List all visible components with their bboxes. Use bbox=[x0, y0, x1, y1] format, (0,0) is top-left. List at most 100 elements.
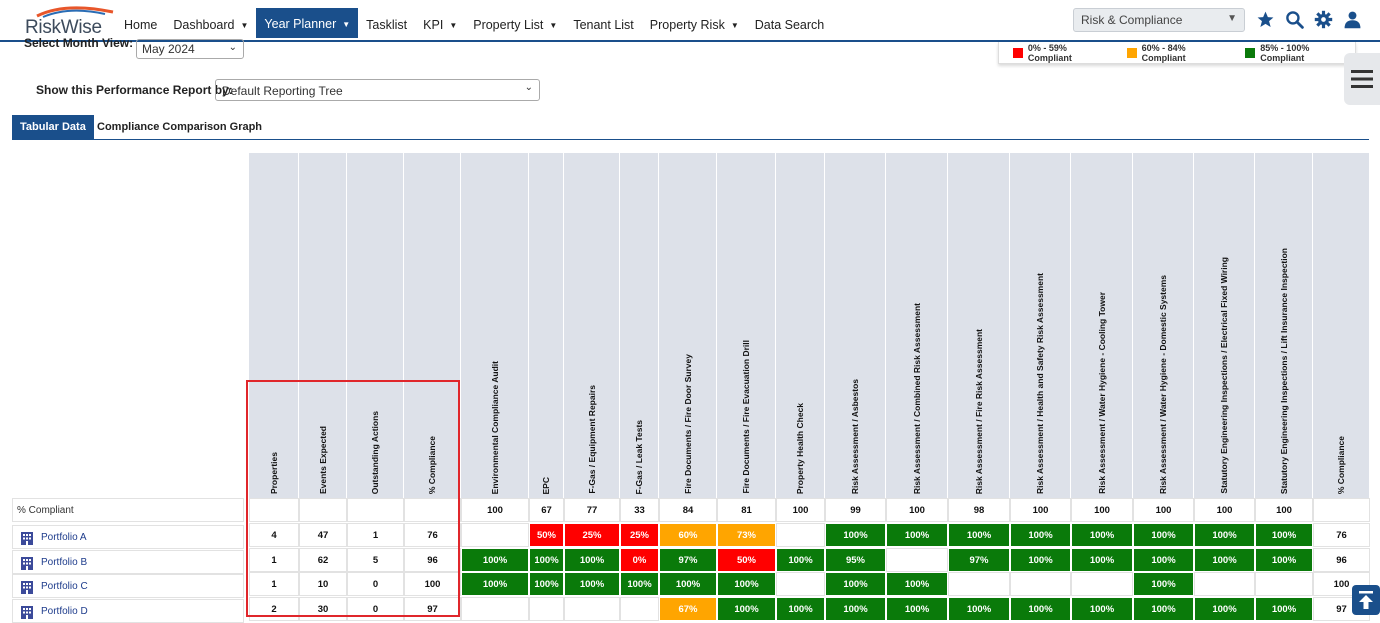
user-icon[interactable] bbox=[1343, 10, 1362, 29]
table-cell[interactable]: 25% bbox=[620, 523, 659, 547]
table-cell[interactable] bbox=[564, 597, 620, 621]
table-cell[interactable]: 76 bbox=[404, 523, 461, 547]
table-cell[interactable]: 100% bbox=[1071, 523, 1133, 547]
table-cell[interactable]: 100% bbox=[1133, 523, 1194, 547]
column-header[interactable]: Risk Assessment / Water Hygiene - Coolin… bbox=[1071, 153, 1133, 498]
portfolio-row-label[interactable]: Portfolio D bbox=[12, 599, 244, 623]
portfolio-row-label[interactable]: Portfolio A bbox=[12, 525, 244, 549]
column-header[interactable]: F-Gas / Leak Tests bbox=[620, 153, 659, 498]
column-header[interactable]: Statutory Engineering Inspections / Elec… bbox=[1194, 153, 1255, 498]
table-cell[interactable] bbox=[620, 597, 659, 621]
portfolio-link[interactable]: Portfolio A bbox=[41, 531, 87, 543]
table-cell[interactable]: 60% bbox=[659, 523, 717, 547]
table-cell[interactable]: 30 bbox=[299, 597, 347, 621]
table-cell[interactable]: 100% bbox=[825, 572, 886, 596]
table-cell[interactable]: 81 bbox=[717, 498, 776, 522]
table-cell[interactable]: 50% bbox=[717, 548, 776, 572]
table-cell[interactable]: 100% bbox=[886, 523, 948, 547]
table-cell[interactable] bbox=[404, 498, 461, 522]
table-cell[interactable] bbox=[529, 597, 564, 621]
table-cell[interactable]: 100% bbox=[1133, 572, 1194, 596]
gear-icon[interactable] bbox=[1314, 10, 1333, 29]
nav-item-tasklist[interactable]: Tasklist bbox=[358, 12, 415, 38]
table-cell[interactable]: 100 bbox=[776, 498, 825, 522]
tab-compliance-comparison-graph[interactable]: Compliance Comparison Graph bbox=[97, 121, 263, 133]
table-cell[interactable] bbox=[461, 523, 529, 547]
portfolio-link[interactable]: Portfolio B bbox=[41, 556, 88, 568]
nav-item-property-list[interactable]: Property List ▼ bbox=[465, 12, 565, 38]
portfolio-link[interactable]: Portfolio C bbox=[41, 580, 88, 592]
table-cell[interactable]: 97 bbox=[404, 597, 461, 621]
table-cell[interactable]: 100% bbox=[1133, 597, 1194, 621]
column-header[interactable]: % Compliance bbox=[404, 153, 461, 498]
table-cell[interactable]: 100% bbox=[1010, 597, 1071, 621]
column-header[interactable]: Risk Assessment / Fire Risk Assessment bbox=[948, 153, 1010, 498]
table-cell[interactable]: 100% bbox=[776, 597, 825, 621]
column-header[interactable]: Properties bbox=[249, 153, 299, 498]
table-cell[interactable]: 99 bbox=[825, 498, 886, 522]
nav-item-home[interactable]: Home bbox=[116, 12, 165, 38]
table-cell[interactable]: 100% bbox=[948, 597, 1010, 621]
table-cell[interactable] bbox=[776, 572, 825, 596]
tab-tabular-data[interactable]: Tabular Data bbox=[12, 115, 94, 139]
table-cell[interactable] bbox=[776, 523, 825, 547]
nav-item-tenant-list[interactable]: Tenant List bbox=[565, 12, 641, 38]
search-icon[interactable] bbox=[1285, 10, 1304, 29]
portfolio-row-label[interactable]: Portfolio B bbox=[12, 550, 244, 574]
table-cell[interactable]: 100% bbox=[1255, 597, 1313, 621]
nav-item-dashboard[interactable]: Dashboard ▼ bbox=[165, 12, 256, 38]
table-cell[interactable]: 97% bbox=[948, 548, 1010, 572]
table-cell[interactable]: 62 bbox=[299, 548, 347, 572]
table-cell[interactable]: 1 bbox=[249, 548, 299, 572]
star-icon[interactable] bbox=[1256, 10, 1275, 29]
nav-item-data-search[interactable]: Data Search bbox=[747, 12, 832, 38]
table-cell[interactable]: 100% bbox=[886, 597, 948, 621]
table-cell[interactable]: 100% bbox=[886, 572, 948, 596]
table-cell[interactable]: 67 bbox=[529, 498, 564, 522]
table-cell[interactable]: 100 bbox=[1194, 498, 1255, 522]
table-cell[interactable]: 100% bbox=[1194, 597, 1255, 621]
table-cell[interactable]: 100% bbox=[564, 548, 620, 572]
table-cell[interactable] bbox=[249, 498, 299, 522]
table-cell[interactable]: 100% bbox=[564, 572, 620, 596]
table-cell[interactable]: 84 bbox=[659, 498, 717, 522]
table-cell[interactable]: 4 bbox=[249, 523, 299, 547]
column-header[interactable]: Statutory Engineering Inspections / Lift… bbox=[1255, 153, 1313, 498]
column-header[interactable]: Risk Assessment / Health and Safety Risk… bbox=[1010, 153, 1071, 498]
table-cell[interactable]: 100% bbox=[717, 597, 776, 621]
table-cell[interactable]: 100% bbox=[1194, 548, 1255, 572]
table-cell[interactable]: 10 bbox=[299, 572, 347, 596]
column-header[interactable]: Environmental Compliance Audit bbox=[461, 153, 529, 498]
table-cell[interactable]: 100% bbox=[1010, 548, 1071, 572]
nav-item-kpi[interactable]: KPI ▼ bbox=[415, 12, 465, 38]
table-cell[interactable]: 100% bbox=[948, 523, 1010, 547]
column-header[interactable]: Risk Assessment / Combined Risk Assessme… bbox=[886, 153, 948, 498]
column-header[interactable]: Outstanding Actions bbox=[347, 153, 404, 498]
table-cell[interactable]: 0% bbox=[620, 548, 659, 572]
table-cell[interactable]: 100 bbox=[1010, 498, 1071, 522]
column-header[interactable]: Fire Documents / Fire Door Survey bbox=[659, 153, 717, 498]
table-cell[interactable]: 100% bbox=[529, 572, 564, 596]
table-cell[interactable]: 100 bbox=[1133, 498, 1194, 522]
table-cell[interactable]: 50% bbox=[529, 523, 564, 547]
table-cell[interactable] bbox=[1194, 572, 1255, 596]
table-cell[interactable]: 1 bbox=[249, 572, 299, 596]
nav-item-year-planner[interactable]: Year Planner ▼ bbox=[256, 8, 359, 38]
table-cell[interactable]: 100% bbox=[1255, 523, 1313, 547]
table-cell[interactable]: 100 bbox=[1255, 498, 1313, 522]
table-cell[interactable]: 100% bbox=[659, 572, 717, 596]
portfolio-link[interactable]: Portfolio D bbox=[41, 605, 88, 617]
table-cell[interactable]: 67% bbox=[659, 597, 717, 621]
column-header[interactable]: Property Health Check bbox=[776, 153, 825, 498]
table-cell[interactable]: 100% bbox=[461, 548, 529, 572]
table-cell[interactable]: 100% bbox=[825, 523, 886, 547]
month-view-select[interactable]: May 2024 ⌄ bbox=[136, 39, 244, 59]
table-cell[interactable]: 100% bbox=[1194, 523, 1255, 547]
table-cell[interactable] bbox=[948, 572, 1010, 596]
table-cell[interactable] bbox=[1071, 572, 1133, 596]
report-by-select[interactable]: Default Reporting Tree ⌄ bbox=[215, 79, 540, 101]
table-cell[interactable]: 100% bbox=[1010, 523, 1071, 547]
table-cell[interactable]: 25% bbox=[564, 523, 620, 547]
table-cell[interactable]: 100 bbox=[1313, 572, 1370, 596]
table-cell[interactable] bbox=[1255, 572, 1313, 596]
